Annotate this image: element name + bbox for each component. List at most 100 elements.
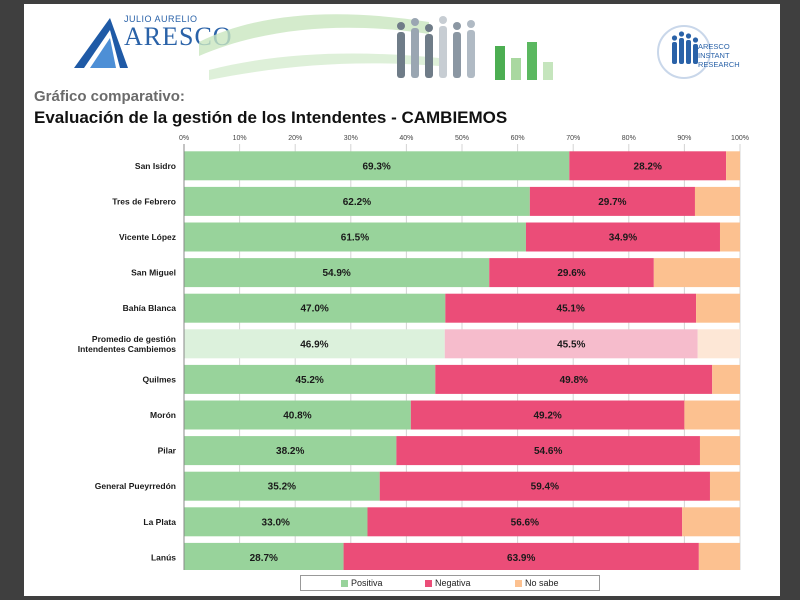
legend-swatch-negativa <box>425 580 432 588</box>
data-label: 29.7% <box>598 197 626 208</box>
chart-subtitle: Gráfico comparativo: <box>34 88 185 105</box>
bar-negativa <box>367 507 683 537</box>
category-label-line: San Miguel <box>131 268 176 278</box>
bar-no-sabe <box>726 151 740 181</box>
x-tick-label: 40% <box>399 135 413 142</box>
data-label: 59.4% <box>531 482 559 493</box>
bar-positiva <box>184 329 445 359</box>
bar-negativa <box>435 364 713 394</box>
x-tick-label: 10% <box>233 135 247 142</box>
legend-label-no-sabe: No sabe <box>525 578 559 588</box>
category-label-line: Lanús <box>151 552 176 562</box>
data-label: 49.8% <box>560 375 588 386</box>
bar-no-sabe <box>709 471 740 501</box>
bar-positiva <box>184 471 380 501</box>
category-label-line: Promedio de gestión <box>92 334 176 344</box>
data-label: 45.2% <box>295 375 323 386</box>
bar-positiva <box>184 186 530 216</box>
slide: JULIO AURELIO ARESCO <box>24 4 780 596</box>
stacked-bar-chart: 0% 10% 20% 30% 40% 50% 60% 70% 80% 90% 100% 69.3% 28… <box>78 135 749 570</box>
x-tick-label: 60% <box>511 135 525 142</box>
category-label: Lanús <box>151 552 176 562</box>
data-label: 54.6% <box>534 446 562 457</box>
data-label: 28.2% <box>634 161 662 172</box>
category-label: Bahía Blanca <box>123 303 177 313</box>
bar-negativa <box>343 542 699 570</box>
bar-negativa <box>379 471 710 501</box>
data-label: 56.6% <box>511 517 539 528</box>
chart-title: Evaluación de la gestión de los Intenden… <box>34 108 508 127</box>
category-label: La Plata <box>143 517 176 527</box>
bar-negativa <box>410 400 685 430</box>
legend-label-positiva: Positiva <box>351 578 383 588</box>
category-label-line: Bahía Blanca <box>123 303 177 313</box>
category-label: Morón <box>150 410 176 420</box>
data-label: 62.2% <box>343 197 371 208</box>
bar-no-sabe <box>694 186 740 216</box>
legend-swatch-no-sabe <box>515 580 522 588</box>
data-label: 28.7% <box>250 553 278 564</box>
category-label-line: Intendentes Cambiemos <box>78 344 177 354</box>
category-label: Vicente López <box>119 232 176 242</box>
category-label-line: Pilar <box>158 446 177 456</box>
x-tick-label: 70% <box>566 135 580 142</box>
category-label: Promedio de gestión Intendentes Cambiemos <box>78 334 177 354</box>
x-tick-label: 50% <box>455 135 469 142</box>
triangle-logo-icon <box>74 18 128 68</box>
bar-no-sabe <box>719 222 740 252</box>
bar-negativa <box>525 222 720 252</box>
category-label: Pilar <box>158 446 177 456</box>
category-label: General Pueyrredón <box>95 481 176 491</box>
legend-item-no-sabe: No sabe <box>515 577 559 589</box>
category-label: Quilmes <box>142 374 176 384</box>
bar-no-sabe <box>712 364 740 394</box>
bar-positiva <box>184 151 570 181</box>
x-tick-label: 30% <box>344 135 358 142</box>
category-label: Tres de Febrero <box>112 196 176 206</box>
people-banner-image <box>199 14 553 80</box>
data-label: 33.0% <box>262 517 290 528</box>
data-label: 35.2% <box>268 482 296 493</box>
data-label: 69.3% <box>362 161 390 172</box>
bar-positiva <box>184 258 490 288</box>
bar-positiva <box>184 436 397 466</box>
bar-no-sabe <box>696 293 740 323</box>
bar-no-sabe <box>697 329 740 359</box>
data-label: 46.9% <box>300 339 328 350</box>
category-label-line: General Pueyrredón <box>95 481 176 491</box>
bar-no-sabe <box>653 258 740 288</box>
data-label: 34.9% <box>609 233 637 244</box>
bar-positiva <box>184 222 526 252</box>
bar-no-sabe <box>682 507 740 537</box>
x-tick-label: 90% <box>677 135 691 142</box>
x-tick-label: 100% <box>731 135 749 142</box>
data-label: 49.2% <box>533 411 561 422</box>
data-label: 63.9% <box>507 553 535 564</box>
data-label: 47.0% <box>300 304 328 315</box>
bar-negativa <box>529 186 695 216</box>
data-label: 29.6% <box>557 268 585 279</box>
bar-negativa <box>444 329 698 359</box>
bar-positiva <box>184 542 344 570</box>
legend-item-negativa: Negativa <box>425 577 471 589</box>
bar-positiva <box>184 293 446 323</box>
bar-negativa <box>396 436 700 466</box>
bar-positiva <box>184 364 436 394</box>
category-label-line: Morón <box>150 410 176 420</box>
data-label: 61.5% <box>341 233 369 244</box>
data-label: 45.5% <box>557 339 585 350</box>
category-label: San Isidro <box>135 161 176 171</box>
bar-negativa <box>489 258 654 288</box>
data-label: 40.8% <box>283 411 311 422</box>
data-label: 38.2% <box>276 446 304 457</box>
bar-positiva <box>184 507 368 537</box>
data-label: 54.9% <box>322 268 350 279</box>
category-label-line: La Plata <box>143 517 176 527</box>
x-tick-label: 0% <box>179 135 189 142</box>
bar-negativa <box>445 293 697 323</box>
logo-small-text: JULIO AURELIO <box>124 14 198 24</box>
chart-legend: Positiva Negativa No sabe <box>300 575 600 591</box>
category-label-line: Tres de Febrero <box>112 196 176 206</box>
x-tick-label: 80% <box>622 135 636 142</box>
bar-positiva <box>184 400 411 430</box>
